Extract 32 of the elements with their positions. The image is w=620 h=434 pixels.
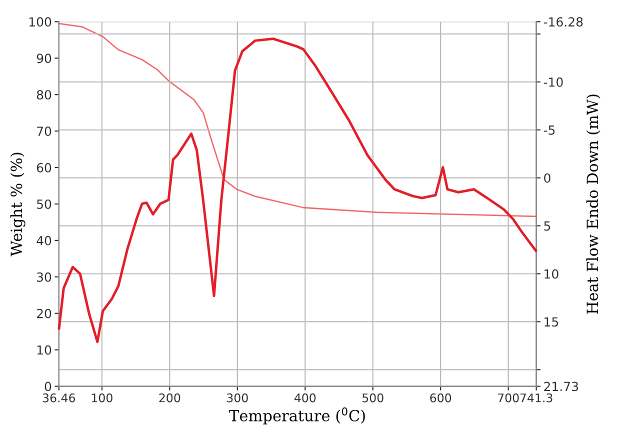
y2-tick-label: 10: [544, 269, 558, 279]
x-tick-label: 400: [294, 393, 316, 402]
y-tick-label: 90: [36, 54, 52, 64]
y-axis-title: Weight % (%): [10, 152, 26, 256]
y-tick-label: 70: [37, 126, 52, 136]
x-tick-label: 741.3: [520, 393, 552, 402]
y-tick-label: 10: [37, 345, 52, 355]
x-tick-label: 200: [159, 393, 180, 402]
y-tick-label: 50: [37, 199, 52, 209]
y-tick-label: 80: [36, 90, 52, 100]
x-tick-label: 100: [92, 393, 112, 402]
x-tick-label: 36.46: [42, 393, 76, 402]
x-tick-label: 300: [227, 393, 248, 402]
x-tick-label: 600: [430, 393, 452, 402]
y-tick-label: 0: [44, 382, 52, 392]
line-series: [58, 38, 538, 344]
y2-tick-label: -10: [544, 77, 563, 87]
y2-tick-label: 15: [544, 317, 558, 327]
y2-axis-title: Heat Flow Endo Down (mW): [586, 94, 600, 314]
y2-tick-label: 5: [544, 221, 550, 231]
y2-tick-label: 21.73: [544, 382, 578, 392]
x-axis-title: Temperature ($^{0}$C): [229, 407, 365, 424]
y-tick-label: 20: [36, 308, 52, 318]
y2-tick-label: 0: [544, 173, 550, 183]
x-tick-label: 700: [498, 393, 519, 402]
y2-tick-label: -5: [544, 126, 555, 135]
y-tick-label: 100: [29, 17, 52, 27]
x-tick-label: 500: [362, 393, 384, 402]
y-tick-label: 60: [36, 162, 52, 172]
y-tick-label: 40: [36, 236, 52, 246]
y-tick-label: 30: [37, 272, 52, 282]
y2-tick-label: -16.28: [544, 17, 583, 27]
